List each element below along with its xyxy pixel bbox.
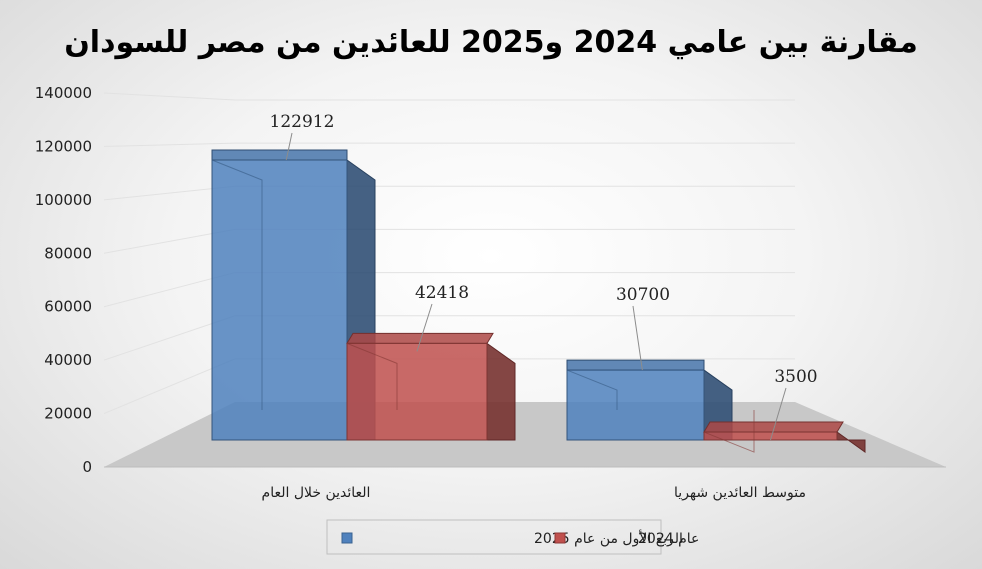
y-tick-label: 80000 [44,244,92,262]
y-tick-label: 100000 [35,191,92,209]
data-label-leader [770,387,787,441]
bar-top-face [566,359,705,371]
legend-box [326,519,662,555]
data-label: 122912 [270,112,335,132]
y-tick-label: 0 [82,458,92,476]
chart-title: مقارنة بين عامي 2024 و2025 للعائدين من م… [64,25,918,60]
x-axis: العائدين خلال العام متوسط العائدين شهريا [262,485,806,501]
bar-top-face [211,149,348,161]
bar-front-face [566,369,705,441]
y-axis: 0 20000 40000 60000 80000 100000 120000 140000 [35,84,92,476]
data-label-leader [632,305,643,371]
y-tick-label: 140000 [35,84,92,102]
y-tick-label: 60000 [44,298,92,316]
data-label: 42418 [415,283,469,303]
x-tick-label: العائدين خلال العام [262,485,371,501]
data-labels: 122912 42418 30700 3500 [270,112,818,441]
bar-2025-cat-2 [566,359,733,441]
bar-2025-cat-1 [211,149,376,441]
x-tick-label: متوسط العائدين شهريا [674,485,806,501]
legend-label-2024: عام 2024 [638,531,699,547]
data-label: 30700 [616,285,670,305]
gridline-side [103,92,236,101]
gridline-side [103,142,236,147]
bar-front-face [346,342,488,441]
legend: الربع الأول من عام 2025 عام 2024 [326,519,699,555]
y-tick-label: 20000 [44,405,92,423]
data-label-leader [416,303,433,352]
bar-inner-edge [703,410,755,453]
bar-side-face [486,342,516,441]
y-tick-label: 40000 [44,351,92,369]
bar-front-face [211,159,348,441]
legend-label-2025: الربع الأول من عام 2025 [534,529,683,547]
bar-inner-edge [566,369,618,410]
bar-2024-cat-2 [703,410,866,453]
data-label-leader [285,132,293,161]
data-label: 3500 [774,367,817,387]
legend-swatch-2024 [554,532,566,544]
bar-inner-edge [211,159,263,410]
bars [211,149,866,453]
bar-2024-cat-1 [346,332,516,441]
legend-swatch-2025 [341,532,353,544]
bar-inner-edge [346,342,398,410]
y-tick-label: 120000 [35,137,92,155]
